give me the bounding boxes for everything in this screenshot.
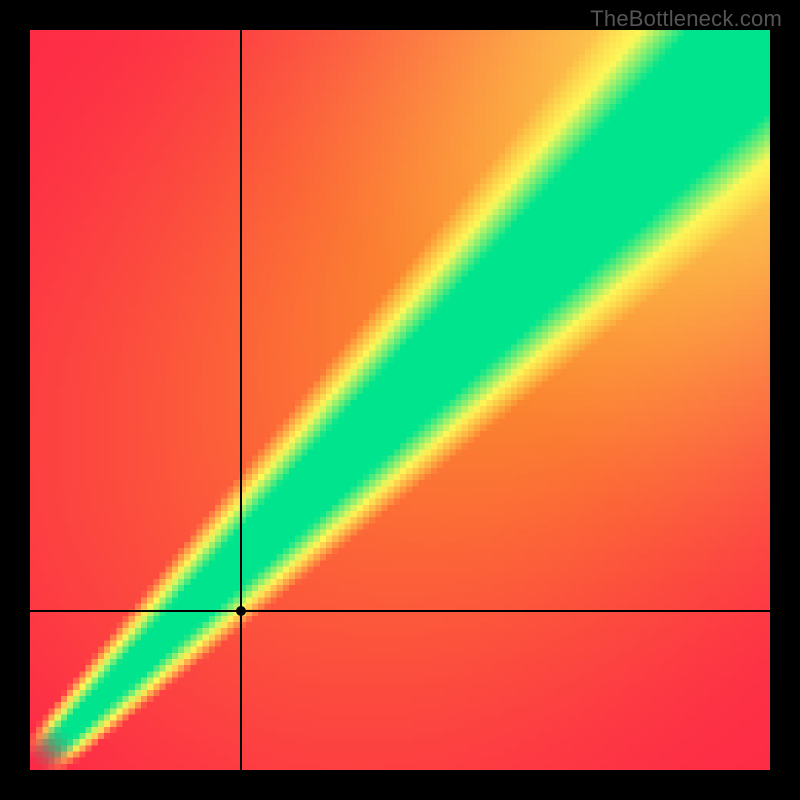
chart-container: TheBottleneck.com bbox=[0, 0, 800, 800]
heatmap-canvas bbox=[30, 30, 770, 770]
watermark-text: TheBottleneck.com bbox=[590, 6, 782, 32]
crosshair-dot bbox=[236, 606, 246, 616]
crosshair-vertical bbox=[240, 30, 242, 770]
crosshair-horizontal bbox=[30, 610, 770, 612]
plot-area bbox=[30, 30, 770, 770]
